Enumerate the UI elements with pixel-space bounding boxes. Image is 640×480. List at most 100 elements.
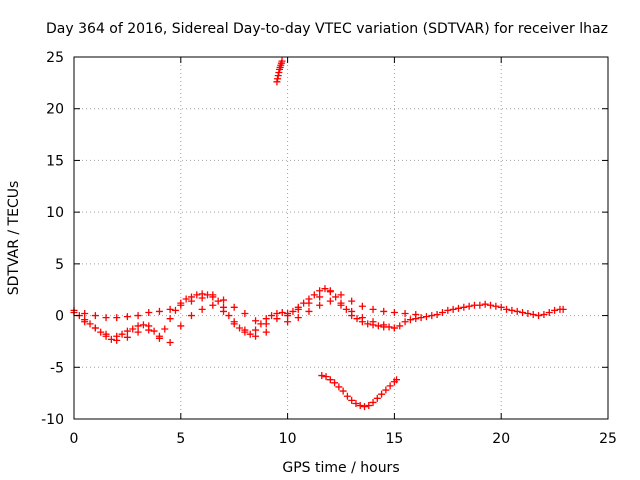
series-spike <box>273 57 286 86</box>
data-point <box>331 379 339 387</box>
data-point <box>284 318 292 326</box>
data-point <box>406 316 414 324</box>
data-point <box>252 332 260 340</box>
data-point <box>252 317 260 325</box>
data-point <box>487 301 495 309</box>
data-point <box>97 328 105 336</box>
data-point <box>316 301 324 309</box>
y-tick-label: 0 <box>55 309 64 325</box>
data-point <box>417 314 425 322</box>
data-point <box>230 303 238 311</box>
data-point <box>476 301 484 309</box>
data-point <box>380 321 388 329</box>
data-point <box>230 318 238 326</box>
data-point <box>551 306 559 314</box>
y-tick-label: 10 <box>46 205 64 221</box>
data-point <box>332 293 340 301</box>
data-point <box>316 293 324 301</box>
data-point <box>401 318 409 326</box>
data-point <box>113 336 121 344</box>
data-point <box>246 330 254 338</box>
data-point <box>369 318 377 326</box>
data-point <box>262 320 270 328</box>
data-point <box>150 327 158 335</box>
data-point <box>171 306 179 314</box>
data-point <box>310 291 318 299</box>
series-layer <box>70 57 567 411</box>
data-point <box>422 313 430 321</box>
data-point <box>374 322 382 330</box>
data-point <box>225 312 233 320</box>
y-tick-label: 5 <box>55 257 64 273</box>
data-point <box>503 305 511 313</box>
data-point <box>214 297 222 305</box>
data-point <box>369 398 377 406</box>
data-point <box>545 308 553 316</box>
data-point <box>428 312 436 320</box>
data-point <box>102 314 110 322</box>
data-point <box>465 302 473 310</box>
data-point <box>401 310 409 318</box>
data-point <box>187 297 195 305</box>
data-point <box>220 307 228 315</box>
data-point <box>535 312 543 320</box>
chart-title: Day 364 of 2016, Sidereal Day-to-day VTE… <box>46 21 608 37</box>
data-point <box>129 325 137 333</box>
data-point <box>209 301 217 309</box>
data-point <box>481 300 489 308</box>
data-point <box>353 315 361 323</box>
y-tick-label: 25 <box>46 50 64 66</box>
data-point <box>198 305 206 313</box>
series-main <box>70 285 567 343</box>
data-point <box>177 301 185 309</box>
data-point <box>305 299 313 307</box>
data-point <box>390 324 398 332</box>
x-tick-label: 0 <box>70 431 79 447</box>
data-point <box>412 311 420 319</box>
data-point <box>343 392 351 400</box>
x-tick-label: 20 <box>492 431 510 447</box>
grid-lines <box>74 57 608 419</box>
data-point <box>365 402 373 410</box>
data-point <box>385 323 393 331</box>
series-arc <box>318 372 401 411</box>
data-point <box>358 302 366 310</box>
data-point <box>444 306 452 314</box>
data-point <box>337 301 345 309</box>
data-point <box>262 328 270 336</box>
data-point <box>134 312 142 320</box>
y-tick-label: -5 <box>50 360 64 376</box>
data-point <box>166 338 174 346</box>
data-point <box>273 315 281 323</box>
data-point <box>339 387 347 395</box>
data-point <box>454 304 462 312</box>
data-point <box>182 295 190 303</box>
data-point <box>187 312 195 320</box>
data-point <box>316 287 324 295</box>
data-point <box>559 305 567 313</box>
data-point <box>348 396 356 404</box>
data-point <box>91 324 99 332</box>
data-point <box>123 327 131 335</box>
data-point <box>107 335 115 343</box>
data-point <box>524 310 532 318</box>
data-point <box>241 326 249 334</box>
data-point <box>123 333 131 341</box>
data-point <box>81 310 89 318</box>
data-point <box>335 383 343 391</box>
data-point <box>378 390 386 398</box>
data-point <box>322 373 330 381</box>
x-axis-label: GPS time / hours <box>282 460 399 476</box>
data-point <box>396 322 404 330</box>
data-point <box>134 322 142 330</box>
data-point <box>161 325 169 333</box>
data-point <box>81 318 89 326</box>
data-point <box>326 297 334 305</box>
data-point <box>155 332 163 340</box>
data-point <box>337 291 345 299</box>
data-point <box>166 305 174 313</box>
y-tick-label: 15 <box>46 153 64 169</box>
x-tick-label: 25 <box>599 431 617 447</box>
data-point <box>508 306 516 314</box>
